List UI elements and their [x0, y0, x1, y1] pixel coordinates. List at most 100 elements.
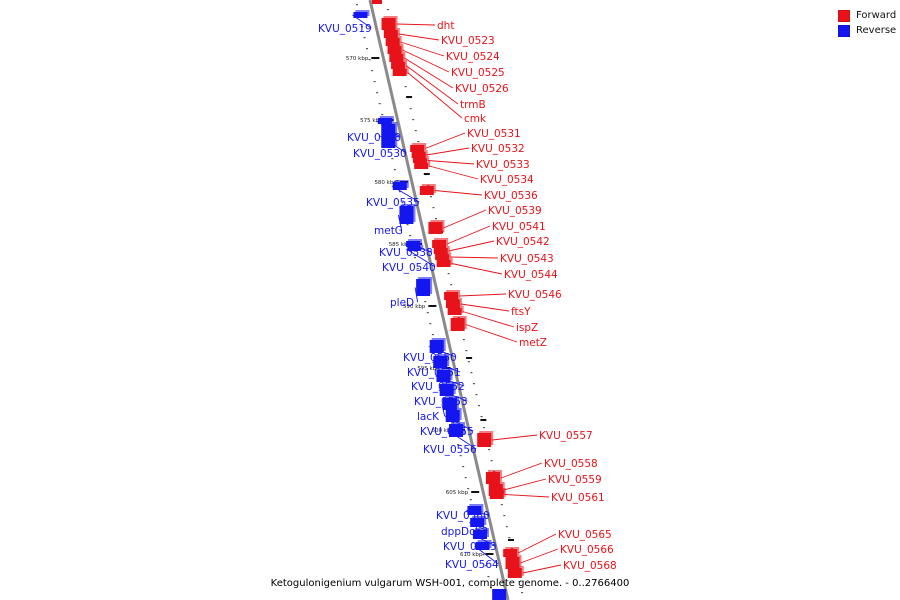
gene-block-KVU_0555 — [445, 410, 460, 422]
gene-leader-KVU_0536 — [434, 190, 483, 196]
kbp-tick-label: 585 kbp — [389, 242, 412, 248]
strand-marker — [406, 96, 413, 98]
gene-label-ftsY: ftsY — [511, 306, 531, 318]
gene-label-KVU_0556: KVU_0556 — [423, 444, 477, 456]
gene-block-KVU_0550 — [429, 340, 444, 353]
gene-block-KVU_0525 — [387, 46, 402, 54]
gene-block-dppDch3 — [470, 518, 485, 527]
guide-dot — [478, 405, 480, 407]
gene-label-KVU_0533: KVU_0533 — [476, 159, 530, 171]
gene-block-KVU_0563 — [472, 530, 487, 539]
reverse-swatch — [838, 24, 850, 37]
kbp-tick-label: 610 kbp — [460, 552, 483, 558]
gene-block-KVU_0558 — [485, 472, 500, 484]
guide-dot — [487, 576, 490, 578]
legend-reverse-label: Reverse — [856, 25, 897, 36]
kbp-tick-label: 605 kbp — [446, 490, 469, 496]
gene-block-KVU_0532 — [411, 152, 426, 158]
strand-marker — [423, 173, 430, 175]
guide-dot — [366, 48, 369, 50]
gene-block-KVU_0519 — [353, 12, 368, 18]
gene-block-KVU_0561 — [489, 490, 504, 499]
gene-block-KVU_0535 — [392, 182, 407, 190]
gene-leader-cmk — [407, 72, 463, 119]
guide-dot — [368, 59, 371, 61]
guide-dot — [363, 37, 366, 39]
guide-dot — [480, 416, 483, 418]
gene-block-KVU_0523 — [383, 30, 398, 38]
gene-block-KVU_0564 — [475, 542, 490, 550]
gene-leader-KVU_0561 — [504, 494, 550, 498]
gene-leader-KVU_0526 — [404, 57, 454, 89]
guide-dot — [465, 350, 468, 352]
gene-label-pleD: pleD — [390, 297, 414, 309]
gene-leader-KVU_0523 — [398, 33, 440, 41]
guide-dot — [488, 449, 491, 451]
gene-leader-KVU_0546 — [459, 293, 507, 297]
gene-label-KVU_0531: KVU_0531 — [467, 128, 521, 140]
forward-swatch — [838, 9, 850, 22]
gene-leader-KVU_0552 — [435, 375, 465, 387]
guide-dot — [469, 499, 472, 501]
gene-label-KVU_0557: KVU_0557 — [539, 430, 593, 442]
gene-leader-KVU_0533 — [427, 160, 475, 165]
gene-leader-KVU_0564 — [474, 545, 499, 565]
gene-leader-KVU_0559 — [503, 478, 547, 491]
guide-dot — [412, 119, 415, 121]
gene-block-KVU_0528 — [377, 118, 392, 124]
gene-label-KVU_0541: KVU_0541 — [492, 221, 546, 233]
kbp-tick-label: 580 kbp — [374, 180, 397, 186]
gene-leader-KVU_0541 — [446, 225, 491, 245]
guide-dot — [417, 141, 420, 143]
gene-leader-KVU_0530 — [380, 135, 407, 154]
guide-dot — [459, 455, 462, 457]
gene-label-KVU_0543: KVU_0543 — [500, 253, 554, 265]
gene-block-KVU_0565 — [503, 549, 518, 557]
guide-dot — [490, 587, 493, 589]
gene-leader-KVU_0544 — [451, 263, 503, 275]
guide-dot — [457, 444, 460, 446]
gene-block-KVU_0539 — [428, 222, 443, 234]
guide-dot — [414, 257, 417, 259]
gene-label-KVU_0536: KVU_0536 — [484, 190, 538, 202]
gene-block-metZ — [450, 318, 465, 331]
gene-label-KVU_0553: KVU_0553 — [414, 396, 468, 408]
gene-leader-pleD — [414, 287, 419, 303]
gene-block-KVU_0560 — [467, 506, 482, 515]
gene-leader-KVU_0539 — [443, 209, 487, 229]
guide-dot — [475, 394, 478, 396]
guide-dot — [355, 4, 358, 6]
guide-dot — [484, 565, 487, 567]
gene-block-KVU_0552 — [436, 370, 451, 382]
gene-label-KVU_0552: KVU_0552 — [411, 381, 465, 393]
gene-block-KVU_0553 — [439, 384, 454, 396]
gene-block-lacK — [442, 398, 457, 410]
gene-leader-ftsY — [460, 303, 510, 312]
gene-leader-KVU_0558 — [500, 462, 543, 479]
guide-dot — [508, 537, 511, 539]
guide-dot — [404, 86, 407, 88]
guide-dot — [409, 235, 412, 237]
guide-dot — [426, 312, 429, 314]
guide-dot — [505, 526, 508, 528]
gene-block-KVU_0530 — [381, 124, 396, 148]
guide-dot — [472, 383, 475, 385]
gene-label-KVU_0539: KVU_0539 — [488, 205, 542, 217]
gene-leader-KVU_0532 — [426, 147, 470, 156]
guide-dot — [360, 26, 363, 28]
gene-leader-metG — [398, 214, 403, 231]
gene-leader-KVU_0556 — [447, 430, 477, 450]
kbp-tick-label: 600 kbp — [431, 428, 454, 434]
gene-label-KVU_0540: KVU_0540 — [382, 262, 436, 274]
gene-leader-KVU_0542 — [448, 240, 495, 252]
strand-marker — [466, 357, 473, 359]
gene-block-partial-top — [372, 0, 382, 4]
gene-label-KVU_0568: KVU_0568 — [563, 560, 617, 572]
kbp-tick-label: 570 kbp — [346, 56, 369, 62]
gene-block-KVU_0546 — [444, 292, 459, 300]
guide-dot — [482, 554, 485, 556]
gene-label-dht: dht — [437, 20, 454, 32]
gene-leader-KVU_0531 — [424, 132, 466, 149]
gene-leader-lacK — [441, 403, 446, 417]
gene-block-partial-bottom — [492, 589, 507, 600]
